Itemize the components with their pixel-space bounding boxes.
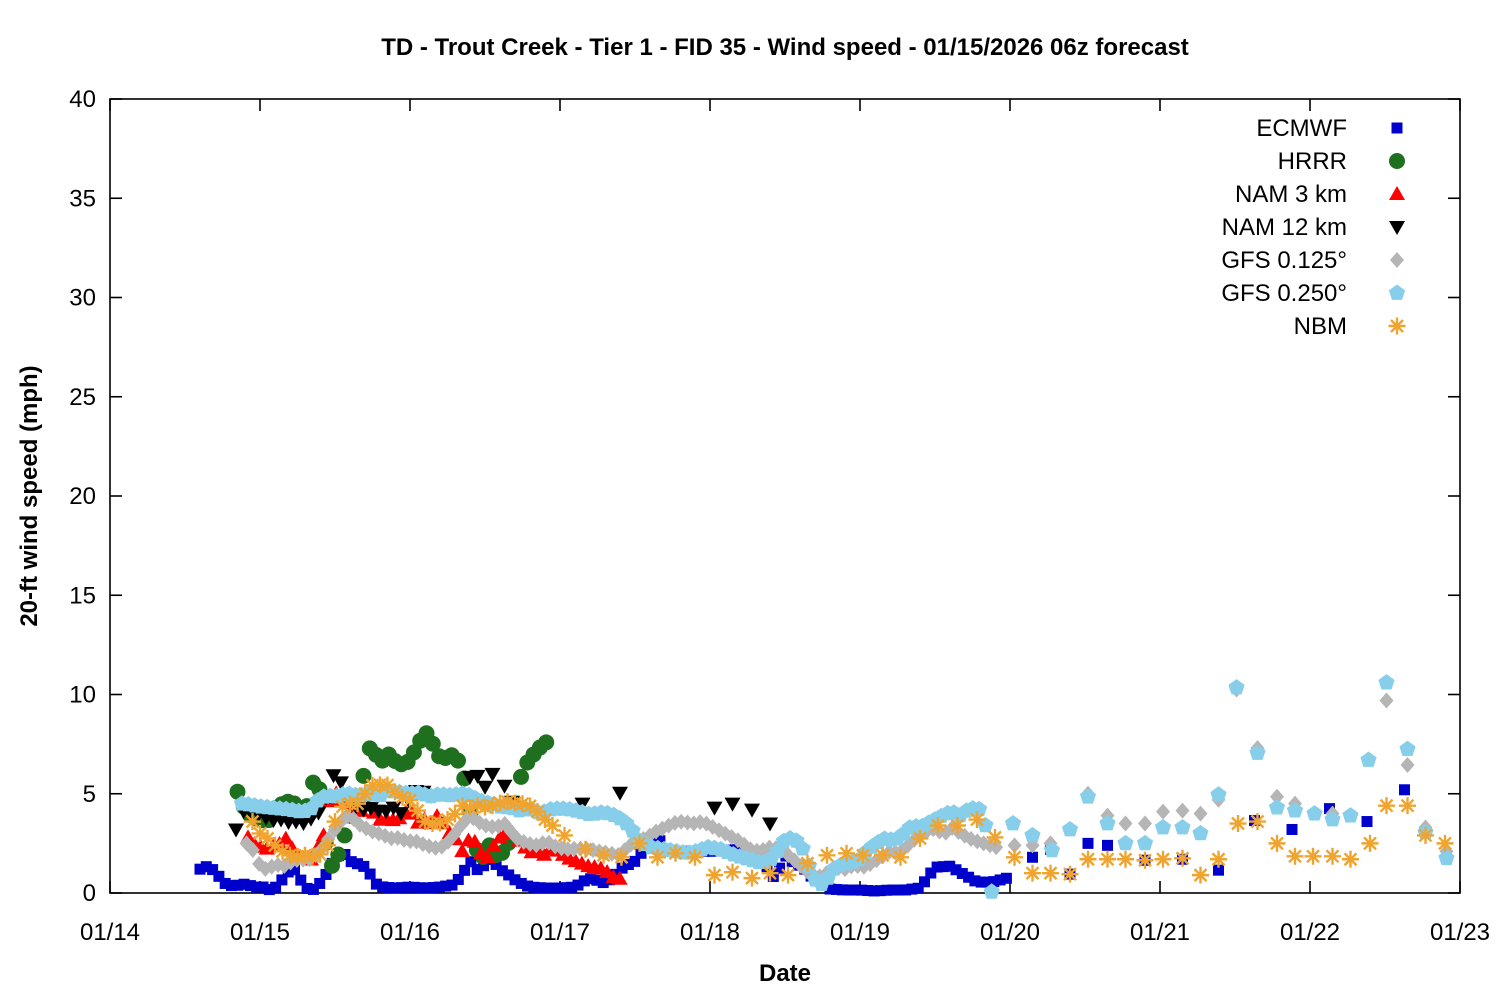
x-tick-label: 01/15 (230, 919, 290, 946)
legend-item-nam-12-km: NAM 12 km (1222, 214, 1405, 241)
y-tick-label: 5 (83, 781, 96, 808)
y-tick-label: 20 (69, 483, 96, 510)
axes: 01/14 01/15 01/16 01/17 01/18 01/19 01/20 01/21… (69, 86, 1490, 946)
y-tick-label: 25 (69, 384, 96, 411)
y-tick-label: 35 (69, 185, 96, 212)
legend-label: HRRR (1278, 148, 1347, 175)
y-axis-label: 20-ft wind speed (mph) (16, 365, 43, 627)
legend-item-gfs-0-125-: GFS 0.125° (1221, 247, 1404, 274)
series-gfs-0-250- (233, 674, 1455, 899)
legend-label: ECMWF (1256, 115, 1347, 142)
legend-label: GFS 0.250° (1221, 280, 1347, 307)
y-tick-label: 30 (69, 285, 96, 312)
legend-label: NBM (1294, 313, 1347, 340)
y-tick-label: 40 (69, 86, 96, 113)
y-tick-label: 10 (69, 682, 96, 709)
legend: ECMWF HRRR NAM 3 km NAM 12 km GFS 0.125° GFS … (1221, 115, 1406, 340)
x-tick-label: 01/22 (1280, 919, 1340, 946)
legend-item-hrrr: HRRR (1278, 148, 1405, 175)
legend-label: NAM 3 km (1235, 181, 1347, 208)
series-nbm (244, 776, 1454, 887)
x-tick-label: 01/17 (530, 919, 590, 946)
legend-item-nam-3-km: NAM 3 km (1235, 181, 1405, 208)
legend-label: GFS 0.125° (1221, 247, 1347, 274)
x-tick-label: 01/21 (1130, 919, 1190, 946)
x-tick-label: 01/18 (680, 919, 740, 946)
legend-item-nbm: NBM (1294, 313, 1406, 340)
legend-label: NAM 12 km (1222, 214, 1347, 241)
x-tick-label: 01/16 (380, 919, 440, 946)
chart-title: TD - Trout Creek - Tier 1 - FID 35 - Win… (381, 34, 1189, 61)
x-tick-label: 01/20 (980, 919, 1040, 946)
y-tick-label: 0 (83, 880, 96, 907)
x-tick-label: 01/19 (830, 919, 890, 946)
x-axis-label: Date (758, 960, 812, 987)
legend-item-gfs-0-250-: GFS 0.250° (1221, 280, 1406, 307)
legend-item-ecmwf: ECMWF (1256, 115, 1403, 142)
y-tick-label: 15 (69, 582, 96, 609)
x-tick-label: 01/23 (1430, 919, 1490, 946)
x-tick-label: 01/14 (80, 919, 140, 946)
